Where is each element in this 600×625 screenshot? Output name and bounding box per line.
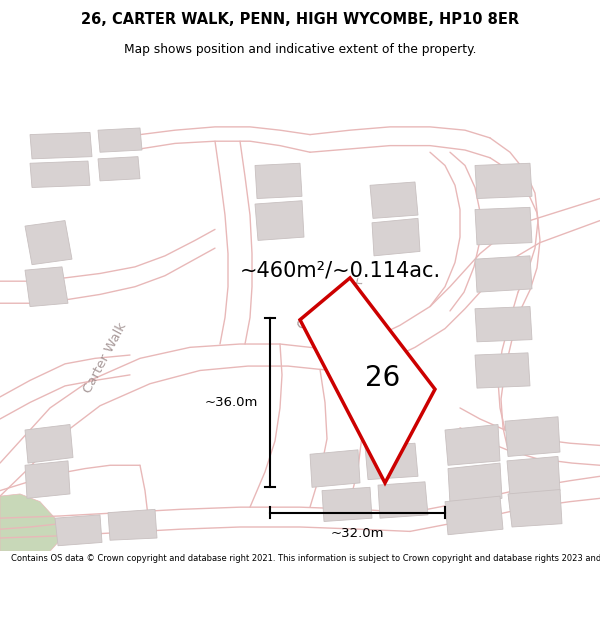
Polygon shape <box>310 450 360 488</box>
Polygon shape <box>30 161 90 188</box>
Text: Map shows position and indicative extent of the property.: Map shows position and indicative extent… <box>124 43 476 56</box>
Polygon shape <box>475 353 530 388</box>
Polygon shape <box>475 256 532 292</box>
Polygon shape <box>445 424 500 465</box>
Polygon shape <box>300 278 435 483</box>
Polygon shape <box>448 463 502 504</box>
Polygon shape <box>372 218 420 256</box>
Polygon shape <box>475 306 532 342</box>
Text: 26, CARTER WALK, PENN, HIGH WYCOMBE, HP10 8ER: 26, CARTER WALK, PENN, HIGH WYCOMBE, HP1… <box>81 12 519 28</box>
Polygon shape <box>98 128 142 152</box>
Polygon shape <box>25 461 70 498</box>
Polygon shape <box>365 443 418 479</box>
Polygon shape <box>98 157 140 181</box>
Polygon shape <box>322 488 372 521</box>
Polygon shape <box>55 515 102 546</box>
Polygon shape <box>255 163 302 199</box>
Polygon shape <box>25 267 68 306</box>
Polygon shape <box>108 509 157 540</box>
Polygon shape <box>370 182 418 218</box>
Polygon shape <box>255 201 304 241</box>
Text: ~32.0m: ~32.0m <box>330 527 384 540</box>
Polygon shape <box>505 417 560 456</box>
Polygon shape <box>508 489 562 527</box>
Text: 26: 26 <box>365 364 400 392</box>
Polygon shape <box>378 482 428 518</box>
Polygon shape <box>25 424 73 463</box>
Polygon shape <box>25 221 72 264</box>
Text: ~460m²/~0.114ac.: ~460m²/~0.114ac. <box>239 260 440 280</box>
Text: Carter Walk: Carter Walk <box>295 274 365 332</box>
Polygon shape <box>30 132 92 159</box>
Polygon shape <box>475 208 532 245</box>
Polygon shape <box>507 456 560 496</box>
Polygon shape <box>0 494 60 551</box>
Text: Contains OS data © Crown copyright and database right 2021. This information is : Contains OS data © Crown copyright and d… <box>11 554 600 563</box>
Polygon shape <box>445 496 503 535</box>
Polygon shape <box>475 163 532 199</box>
Text: Carter Walk: Carter Walk <box>81 321 129 396</box>
Text: ~36.0m: ~36.0m <box>205 396 258 409</box>
